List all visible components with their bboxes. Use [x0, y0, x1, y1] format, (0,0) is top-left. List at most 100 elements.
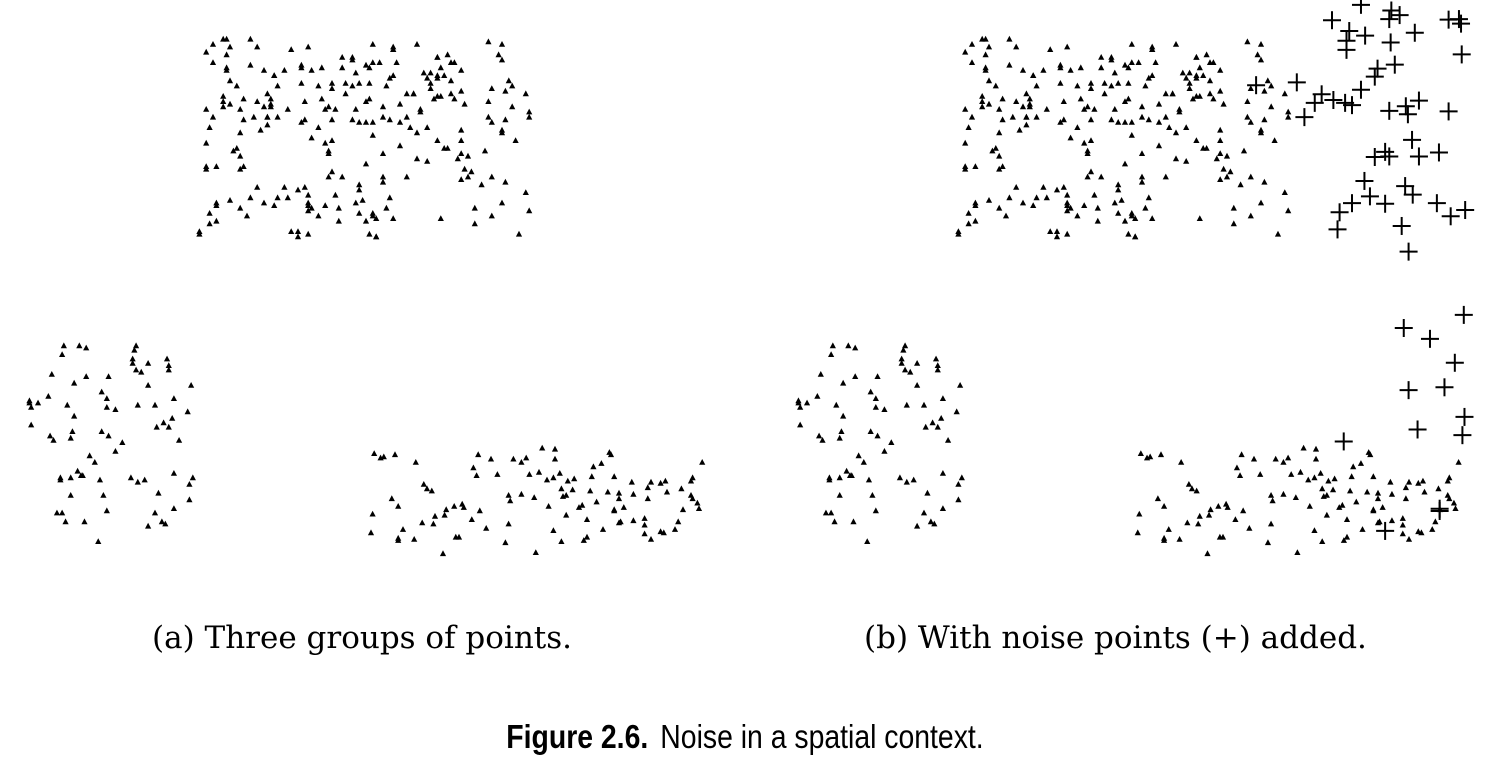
data-point-g0-121: [1115, 119, 1122, 125]
data-point-g0-81: [1254, 51, 1261, 58]
data-point-g0-27: [288, 228, 295, 234]
data-point-g1-47: [1399, 515, 1406, 521]
data-point-g0-1: [339, 173, 346, 180]
data-point-g0-174: [203, 139, 210, 146]
data-point-g2-70: [864, 538, 871, 544]
data-point-g0-98: [1268, 103, 1275, 110]
data-point-g2-71: [186, 496, 193, 503]
data-point-g0-188: [434, 137, 441, 143]
data-point-g0-123: [213, 199, 220, 206]
data-point-g1-30: [391, 451, 399, 458]
data-point-g0-58: [1125, 64, 1132, 71]
data-point-g1-91: [1387, 478, 1394, 485]
data-point-g2-67: [60, 342, 67, 349]
data-point-g0-226: [1064, 199, 1071, 206]
data-point-g0-207: [417, 106, 424, 112]
data-point-g1-46: [1165, 526, 1172, 532]
data-point-g2-16: [901, 366, 909, 373]
data-point-g1-49: [1421, 488, 1428, 495]
data-point-g0-162: [1006, 61, 1013, 68]
data-point-g0-43: [356, 210, 363, 216]
data-point-g0-68: [1074, 82, 1081, 89]
data-point-g0-241: [1084, 173, 1091, 180]
noise-point-17: [1441, 207, 1460, 226]
data-point-g0-36: [240, 95, 247, 102]
data-point-g0-11: [318, 64, 325, 71]
data-point-g2-32: [881, 448, 888, 454]
data-point-g0-101: [379, 113, 387, 120]
data-point-g2-55: [836, 492, 843, 498]
data-point-g0-15: [1227, 168, 1234, 175]
data-point-g2-56: [119, 439, 126, 445]
data-point-g1-42: [1365, 449, 1372, 455]
data-point-g1-60: [523, 454, 530, 461]
data-point-g1-80: [412, 459, 419, 465]
data-point-g2-0: [153, 423, 160, 430]
data-point-g0-25: [982, 51, 989, 58]
data-point-g0-190: [1043, 106, 1050, 112]
data-point-g0-100: [461, 100, 468, 107]
data-point-g2-34: [129, 360, 136, 366]
data-point-g2-61: [83, 373, 90, 379]
data-point-g0-198: [441, 145, 448, 151]
data-point-g0-167: [458, 150, 465, 156]
data-point-g0-245: [379, 103, 387, 110]
data-point-g0-158: [243, 212, 251, 219]
data-point-g0-191: [209, 113, 217, 120]
data-point-g1-36: [1154, 495, 1161, 502]
data-point-g2-63: [795, 397, 802, 404]
data-point-g1-90: [1376, 518, 1383, 525]
data-point-g1-50: [630, 490, 637, 497]
data-point-g0-182: [1193, 72, 1200, 78]
data-point-g2-47: [145, 360, 152, 366]
data-point-g0-126: [447, 90, 455, 97]
data-point-g2-10: [872, 507, 879, 514]
data-point-g0-35: [1125, 80, 1132, 86]
noise-point-27: [1247, 76, 1266, 95]
data-point-g1-63: [559, 493, 567, 499]
data-point-g0-44: [356, 80, 363, 86]
data-point-g0-157: [1223, 152, 1231, 159]
data-point-g0-38: [1257, 41, 1265, 47]
data-point-g0-224: [366, 230, 373, 237]
data-point-g1-97: [569, 486, 576, 493]
data-point-g1-76: [1311, 474, 1318, 481]
data-point-g0-154: [1087, 168, 1095, 175]
data-point-g1-100: [1195, 520, 1202, 527]
data-point-g1-82: [395, 537, 402, 543]
data-point-g0-64: [488, 212, 495, 219]
data-point-g0-181: [328, 80, 336, 86]
data-point-g0-209: [1155, 100, 1163, 107]
data-point-g0-143: [1217, 126, 1224, 133]
data-point-g2-78: [186, 481, 193, 487]
data-point-g1-95: [377, 454, 384, 461]
data-point-g1-17: [1374, 495, 1382, 502]
data-point-g1-34: [1300, 444, 1307, 451]
data-point-g0-54: [386, 194, 393, 201]
data-point-g2-31: [45, 393, 52, 399]
data-point-g1-79: [641, 530, 648, 537]
data-point-g1-77: [1432, 518, 1439, 525]
data-point-g0-36: [999, 95, 1006, 102]
data-point-g2-60: [83, 344, 90, 351]
data-point-g2-74: [145, 382, 152, 388]
data-point-g0-124: [233, 145, 240, 151]
data-point-g1-106: [1415, 479, 1422, 486]
data-point-g2-32: [112, 448, 119, 454]
data-point-g1-45: [1444, 492, 1451, 498]
data-point-g0-143: [458, 126, 465, 133]
data-point-g0-75: [522, 189, 529, 195]
data-point-g1-110: [1370, 473, 1377, 480]
data-point-g0-123: [972, 199, 979, 206]
data-point-g1-88: [483, 525, 490, 531]
data-point-g0-51: [485, 113, 492, 120]
panel-a-scatter: [26, 35, 706, 557]
data-point-g0-109: [1023, 90, 1030, 97]
data-point-g0-197: [1081, 106, 1088, 112]
data-point-g0-106: [237, 129, 244, 136]
data-point-g1-53: [1205, 511, 1213, 518]
data-point-g2-8: [163, 355, 171, 362]
data-point-g0-223: [1128, 210, 1135, 216]
data-point-g0-132: [413, 155, 421, 162]
data-point-g2-72: [62, 518, 69, 525]
